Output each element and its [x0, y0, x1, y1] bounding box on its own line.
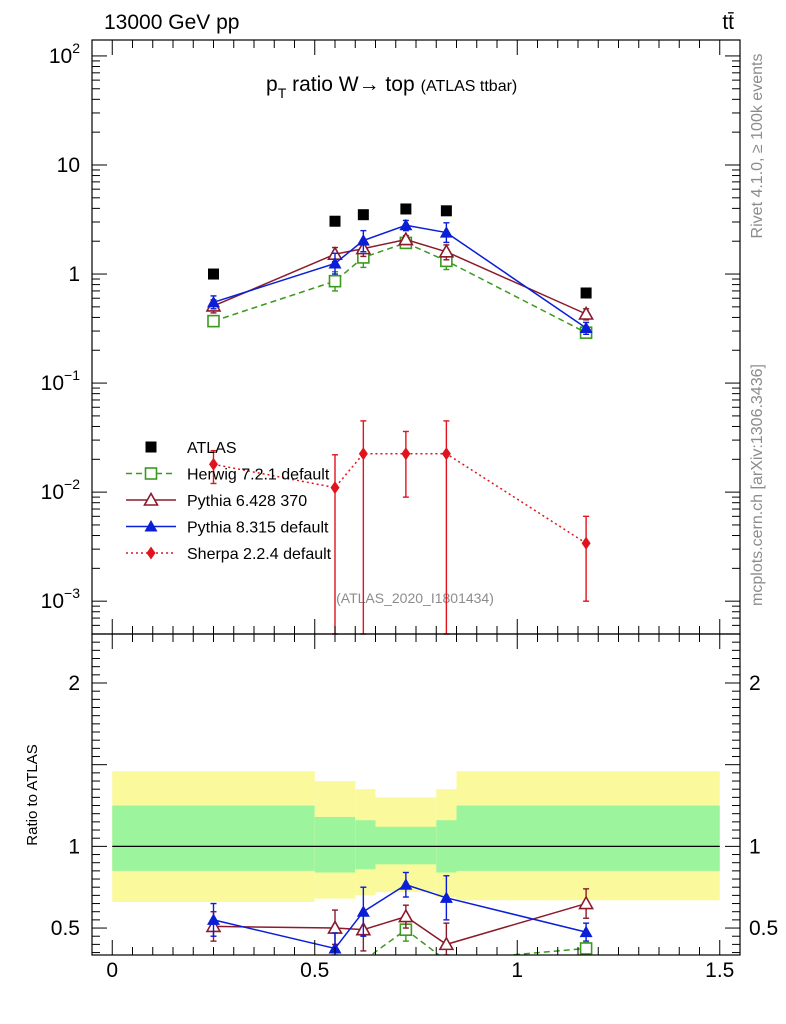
ratio-y-tick-label-right: 0.5 — [749, 917, 778, 940]
main-herwig-point-0 — [207, 314, 220, 328]
energy-label: 13000 GeV pp — [104, 11, 239, 34]
y-tick-base: 10 — [41, 590, 64, 613]
y-tick-base: 10 — [41, 481, 64, 504]
legend-sherpa-label: Sherpa 2.2.4 default — [187, 546, 332, 563]
main-pythia8-line — [213, 224, 587, 329]
legend-herwig-marker — [144, 467, 158, 480]
legend-pythia8-marker — [144, 520, 158, 532]
title-pt-sub: T — [278, 85, 287, 101]
main-pythia8-point-5 — [579, 321, 593, 333]
y-tick-label: 1 — [68, 263, 80, 286]
ratio-band-inner — [375, 826, 437, 865]
ratio-pythia6-point-5 — [578, 895, 594, 910]
ratio-pythia8-point-5 — [579, 925, 593, 938]
main-sherpa-point-5 — [581, 536, 591, 550]
analysis-id: (ATLAS_2020_I1801434) — [336, 590, 494, 606]
main-sherpa-point-2 — [358, 447, 368, 461]
ratio-pythia8-point-4 — [439, 891, 453, 903]
main-plot-series — [205, 203, 594, 635]
ratio-pythia6-line — [213, 902, 587, 946]
ratio-pythia6-point-4 — [438, 936, 455, 951]
y-tick-base: 10 — [41, 372, 64, 395]
legend-atlas-marker — [145, 441, 157, 453]
title-main: ratio W→ top — [286, 73, 414, 96]
main-pythia6-point-4 — [438, 243, 455, 258]
ratio-ylabel: Ratio to ATLAS — [24, 744, 41, 845]
main-sherpa-point-4 — [441, 447, 451, 461]
ratio-plot-series — [205, 871, 594, 955]
main-atlas-point-2 — [357, 209, 369, 221]
ratio-pythia6-point-3 — [398, 908, 414, 923]
ratio-band-inner — [314, 816, 356, 873]
main-pythia6-line — [213, 238, 587, 315]
rivet-label: Rivet 4.1.0, ≥ 100k events — [749, 54, 766, 239]
legend-pythia6-marker — [143, 491, 159, 506]
y-tick-label: 10 — [57, 154, 80, 177]
main-pythia6-point-5 — [578, 305, 594, 320]
y-tick-base: 10 — [57, 154, 80, 177]
title-small: (ATLAS ttbar) — [421, 78, 518, 95]
main-atlas-point-3 — [400, 203, 412, 215]
x-tick-label: 0 — [106, 959, 118, 982]
y-tick-exponent: −2 — [64, 476, 80, 492]
ratio-series-group — [205, 871, 594, 955]
y-tick-label: 10−3 — [41, 585, 81, 613]
y-tick-base: 1 — [68, 263, 80, 286]
y-tick-label: 10−1 — [41, 367, 81, 395]
y-tick-exponent: 2 — [72, 40, 80, 56]
title-pt: p — [266, 73, 278, 96]
legend: ATLAS Herwig 7.2.1 default Pythia 6.428 37… — [126, 440, 332, 563]
ratio-y-tick-label-right: 2 — [749, 672, 761, 695]
x-tick-label: 1.5 — [705, 959, 734, 982]
x-tick-label: 1 — [511, 959, 523, 982]
ratio-band-inner — [112, 805, 315, 871]
legend-pythia6-label: Pythia 6.428 370 — [187, 493, 307, 510]
y-tick-label: 102 — [49, 40, 80, 68]
main-herwig-line — [213, 242, 587, 334]
legend-pythia8-label: Pythia 8.315 default — [187, 520, 329, 537]
main-sherpa-point-3 — [401, 447, 411, 461]
legend-sherpa-marker — [146, 546, 156, 560]
y-tick-label: 10−2 — [41, 476, 81, 504]
ratio-y-tick-label-left: 2 — [68, 672, 80, 695]
x-tick-label: 0.5 — [300, 959, 329, 982]
y-tick-base: 10 — [49, 45, 72, 68]
main-pythia8-point-0 — [207, 295, 220, 308]
main-sherpa-point-0 — [209, 457, 218, 471]
chart-title: pT ratio W→ top (ATLAS ttbar) — [266, 73, 517, 101]
ratio-pythia8-point-2 — [356, 905, 370, 917]
main-atlas-point-4 — [440, 205, 452, 217]
process-label: tt̄ — [722, 11, 734, 34]
ratio-herwig-point-4 — [579, 942, 593, 955]
main-pythia8-point-3 — [399, 218, 413, 231]
ratio-band-inner — [355, 820, 376, 870]
main-pythia6-point-3 — [398, 231, 414, 246]
main-sherpa-point-1 — [330, 481, 340, 495]
main-atlas-point-5 — [580, 287, 592, 299]
main-pythia8-point-2 — [356, 233, 370, 246]
ratio-herwig-line — [369, 928, 587, 955]
legend-atlas-label: ATLAS — [187, 440, 237, 457]
ratio-uncertainty-bands — [112, 771, 720, 902]
mcplots-label: mcplots.cern.ch [arXiv:1306.3436] — [749, 364, 766, 606]
ratio-y-tick-label-left: 1 — [68, 835, 80, 858]
ratio-pythia8-point-0 — [207, 913, 220, 925]
main-herwig-point-1 — [328, 274, 342, 288]
ratio-band-inner — [456, 805, 720, 871]
main-pythia8-point-1 — [328, 256, 342, 269]
main-frame — [91, 39, 741, 635]
y-tick-exponent: −1 — [64, 367, 80, 383]
main-pythia8-point-4 — [439, 226, 453, 238]
main-atlas-point-0 — [208, 268, 219, 280]
ratio-y-tick-label-right: 1 — [749, 835, 761, 858]
main-atlas-point-1 — [329, 215, 341, 227]
ratio-pythia8-point-3 — [399, 878, 413, 890]
y-tick-exponent: −3 — [64, 585, 80, 601]
ratio-y-tick-label-left: 0.5 — [51, 917, 80, 940]
legend-herwig-label: Herwig 7.2.1 default — [187, 467, 330, 484]
